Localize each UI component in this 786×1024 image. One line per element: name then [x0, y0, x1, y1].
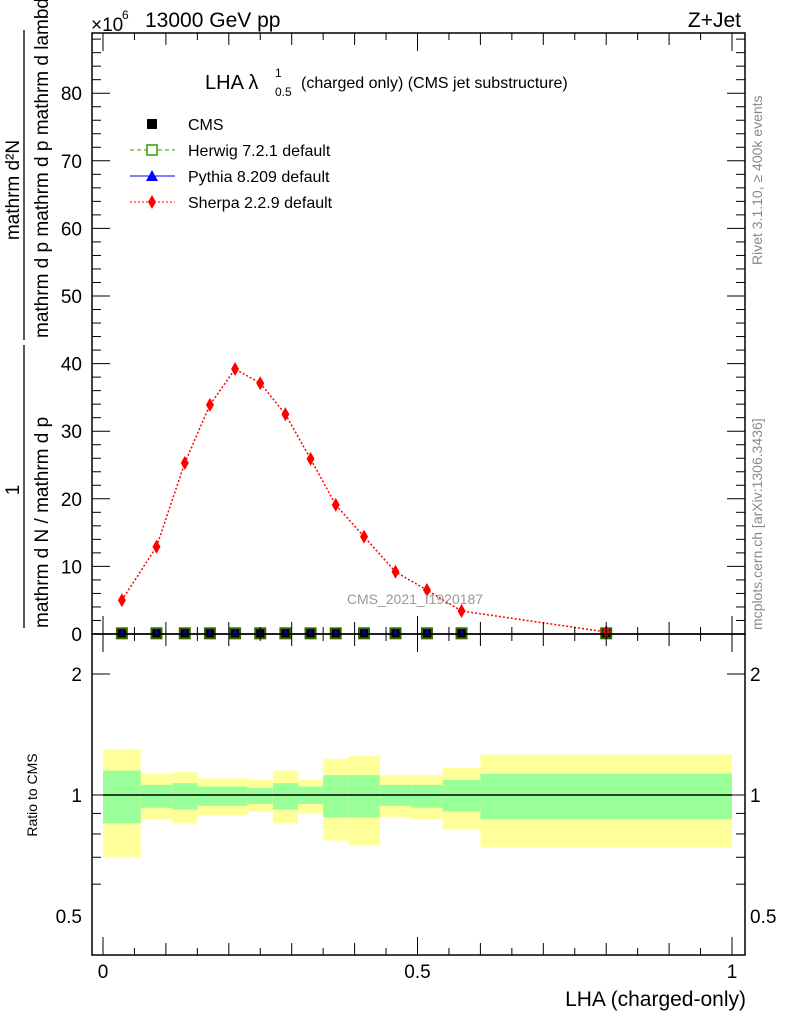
ratio-y-tick-label-right: 0.5 — [750, 907, 776, 928]
green-band-bin — [323, 775, 349, 818]
title-sub: 0.5 — [275, 85, 292, 99]
mcplots-label: mcplots.cern.ch [arXiv:1306.3436] — [749, 418, 765, 630]
sherpa-point — [422, 583, 431, 598]
watermark: CMS_2021_I1920187 — [347, 591, 483, 607]
sherpa-point — [457, 604, 466, 619]
energy-label: 13000 GeV pp — [145, 9, 280, 32]
ratio-y-tick-label-right: 2 — [750, 665, 761, 686]
ratio-bands — [103, 749, 732, 858]
ratio-y-tick-label: 0.5 — [56, 907, 82, 928]
ratio-y-tick-label-right: 1 — [750, 786, 761, 807]
y-tick-label: 30 — [61, 422, 82, 443]
green-band-bin — [247, 788, 273, 804]
sherpa-point — [180, 455, 189, 470]
legend-cms-marker — [147, 119, 157, 129]
legend-sherpa: Sherpa 2.2.9 default — [188, 195, 333, 212]
ylabel-num2: mathrm d²N — [3, 140, 24, 240]
y-tick-label: 40 — [61, 355, 82, 376]
sherpa-point — [281, 407, 290, 422]
sherpa-point — [256, 376, 265, 391]
y-tick-label: 60 — [61, 219, 82, 240]
y-tick-label: 20 — [61, 490, 82, 511]
sherpa-point — [360, 529, 369, 544]
y-tick-label: 80 — [61, 84, 82, 105]
x-tick-label: 1 — [727, 962, 738, 983]
sherpa-point — [152, 539, 161, 554]
sherpa-point — [331, 497, 340, 512]
sherpa-point — [117, 593, 126, 608]
green-band-bin — [272, 783, 298, 810]
legend: CMS Herwig 7.2.1 default Pythia 8.209 de… — [130, 117, 333, 212]
ratio-ylabel: Ratio to CMS — [24, 753, 40, 836]
sherpa-point — [391, 564, 400, 579]
ratio-y-tick-label: 1 — [71, 786, 82, 807]
rivet-label: Rivet 3.1.10, ≥ 400k events — [749, 95, 765, 265]
sherpa-line — [121, 368, 607, 633]
x-tick-label: 0 — [98, 962, 109, 983]
green-band-bin — [140, 784, 173, 808]
green-band-bin — [348, 775, 380, 818]
sherpa-point — [306, 451, 315, 466]
exponent-power: 6 — [122, 8, 129, 22]
ylabel-den1: mathrm d N / mathrm d p — [32, 417, 53, 628]
main-ylabel: 1 mathrm d N / mathrm d p mathrm d²N mat… — [3, 0, 53, 628]
green-band-bin — [197, 786, 248, 806]
exponent-label: ×10 — [91, 15, 123, 36]
y-tick-label: 10 — [61, 557, 82, 578]
green-band-bin — [411, 784, 443, 808]
green-band-bin — [172, 783, 198, 810]
ylabel-num1: 1 — [3, 485, 24, 496]
legend-herwig-marker — [146, 144, 158, 156]
legend-pythia-marker — [146, 170, 158, 181]
axes: 0 10 20 30 40 50 60 70 80 0 0.5 1 0.5 0.5 1 1 2 2 — [56, 32, 776, 983]
title-sup: 1 — [275, 66, 282, 80]
ylabel-den2: mathrm d p mathrm d p mathrm d lambda — [32, 0, 53, 338]
legend-sherpa-marker — [148, 195, 156, 209]
xlabel: LHA (charged-only) — [565, 988, 746, 1011]
y-tick-label: 50 — [61, 287, 82, 308]
green-band-bin — [480, 773, 732, 820]
x-tick-label: 0.5 — [404, 962, 430, 983]
legend-herwig: Herwig 7.2.1 default — [188, 143, 331, 160]
sherpa-point — [231, 362, 240, 377]
process-label: Z+Jet — [688, 9, 741, 32]
sherpa-point — [205, 397, 214, 412]
plot-title: LHA λ — [205, 72, 258, 94]
legend-cms: CMS — [188, 117, 224, 134]
green-band-bin — [103, 770, 141, 824]
y-tick-label: 70 — [61, 152, 82, 173]
legend-pythia: Pythia 8.209 default — [188, 169, 330, 186]
title-rest: (charged only) (CMS jet substructure) — [301, 75, 568, 92]
ratio-y-tick-label: 2 — [71, 665, 82, 686]
y-tick-label: 0 — [71, 625, 82, 646]
